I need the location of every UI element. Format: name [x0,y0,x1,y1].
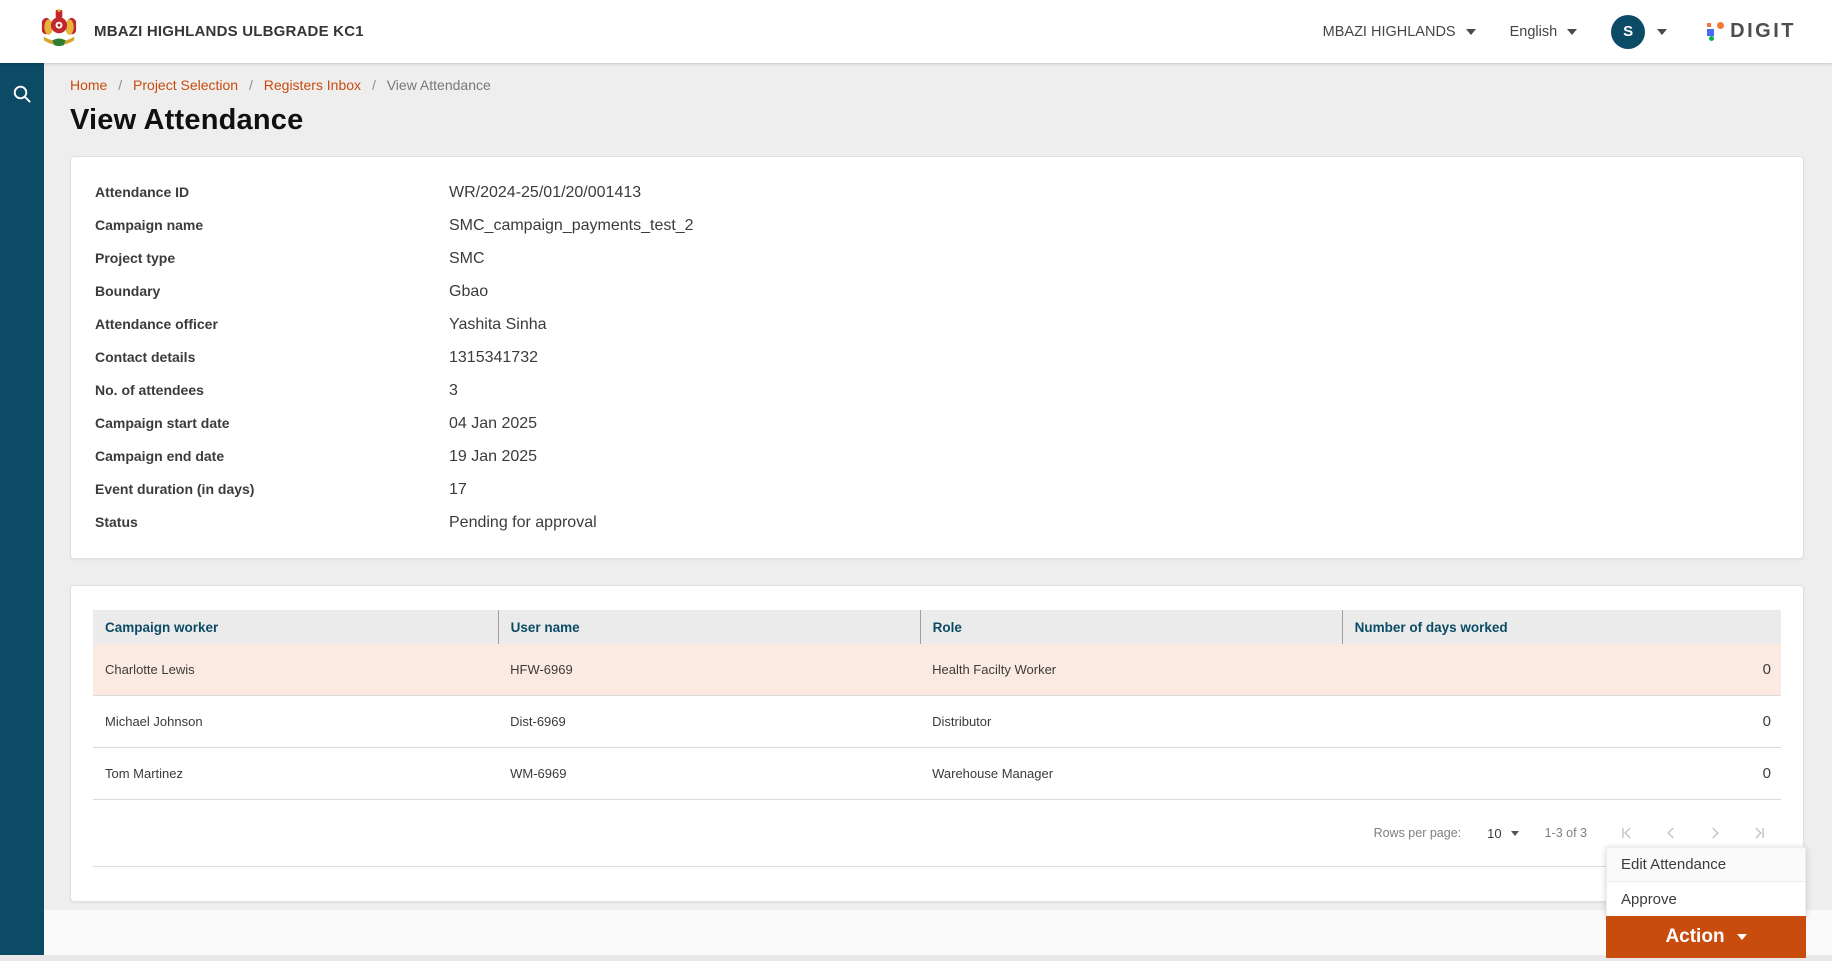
top-header: MBAZI HIGHLANDS ULBGRADE KC1 MBAZI HIGHL… [0,0,1832,63]
app-title: MBAZI HIGHLANDS ULBGRADE KC1 [94,23,364,40]
cell-username: WM-6969 [498,747,921,800]
digit-brand-logo: DIGIT [1707,20,1796,43]
cell-username: HFW-6969 [498,644,921,696]
field-no-of-attendees: No. of attendees 3 [95,375,1779,408]
city-selector[interactable]: MBAZI HIGHLANDS [1313,18,1486,46]
field-project-type: Project type SMC [95,243,1779,276]
user-menu[interactable]: S [1601,14,1677,49]
field-value: 1315341732 [449,349,538,366]
field-label: Attendance officer [95,316,218,332]
chevron-down-icon [1657,28,1668,35]
cell-role: Warehouse Manager [920,747,1343,800]
language-selector[interactable]: English [1500,18,1588,46]
digit-brand-text: DIGIT [1730,20,1796,42]
status-value: Pending for approval [449,514,597,531]
field-campaign-start-date: Campaign start date 04 Jan 2025 [95,408,1779,441]
field-campaign-end-date: Campaign end date 19 Jan 2025 [95,441,1779,474]
field-value: 3 [449,382,458,399]
field-label: Campaign name [95,217,204,233]
state-emblem-logo [40,8,78,55]
chevron-down-icon [1567,28,1578,35]
field-value: WR/2024-25/01/20/001413 [449,184,642,201]
chevron-down-icon [1736,934,1747,940]
rows-per-page-select[interactable]: 10 [1487,826,1519,841]
last-page-icon[interactable] [1749,823,1769,843]
search-icon[interactable] [11,83,33,109]
field-label: Contact details [95,349,196,365]
first-page-icon[interactable] [1617,823,1637,843]
field-value: 19 Jan 2025 [449,448,538,465]
table-row: Tom Martinez WM-6969 Warehouse Manager 0 [93,747,1781,800]
pagination-range: 1-3 of 3 [1544,826,1587,840]
cell-days: 0 [1342,644,1781,696]
field-value: Yashita Sinha [449,316,547,333]
breadcrumb-project-selection[interactable]: Project Selection [133,77,239,93]
col-header-days-worked: Number of days worked [1342,610,1781,644]
field-value: 17 [449,481,467,498]
field-boundary: Boundary Gbao [95,276,1779,309]
cell-worker: Tom Martinez [93,747,499,800]
field-label: Boundary [95,283,161,299]
rows-per-page-label: Rows per page: [1373,826,1462,840]
breadcrumb-home[interactable]: Home [70,77,108,93]
col-header-role: Role [920,610,1343,644]
table-header-row: Campaign worker User name Role Number of… [93,610,1781,644]
table-row: Charlotte Lewis HFW-6969 Health Facilty … [93,644,1781,696]
campaign-workers-table: Campaign worker User name Role Number of… [93,610,1781,867]
breadcrumb-registers-inbox[interactable]: Registers Inbox [263,77,362,93]
field-value: 04 Jan 2025 [449,415,538,432]
prev-page-icon[interactable] [1661,823,1681,843]
field-label: Project type [95,250,176,266]
field-label: Campaign start date [95,415,230,431]
field-value: SMC_campaign_payments_test_2 [449,217,694,234]
cell-days: 0 [1342,747,1781,800]
field-attendance-officer: Attendance officer Yashita Sinha [95,309,1779,342]
cell-role: Health Facilty Worker [920,644,1343,696]
footer-zone [44,910,1832,955]
page-title: View Attendance [70,104,304,136]
field-label: Campaign end date [95,448,225,464]
digit-logomark-icon [1707,22,1725,41]
cell-role: Distributor [920,695,1343,748]
cell-worker: Charlotte Lewis [93,644,499,696]
cell-days: 0 [1342,695,1781,748]
sidebar [0,63,44,955]
col-header-user-name: User name [498,610,921,644]
col-header-campaign-worker: Campaign worker [93,610,499,644]
campaign-workers-card: Campaign worker User name Role Number of… [70,585,1804,902]
field-event-duration: Event duration (in days) 17 [95,474,1779,507]
breadcrumb: Home / Project Selection / Registers Inb… [70,77,491,93]
field-label: Attendance ID [95,184,190,200]
main-content: Home / Project Selection / Registers Inb… [44,63,1832,955]
action-button[interactable]: Action [1606,916,1806,958]
menu-item-edit-attendance[interactable]: Edit Attendance [1607,848,1805,882]
chevron-down-icon [1465,28,1476,35]
field-value: SMC [449,250,485,267]
table-footer-row: Rows per page: 10 1-3 of 3 [93,799,1781,867]
horizontal-scrollbar-track[interactable] [0,955,1832,961]
field-label: Status [95,514,138,530]
chevron-down-icon [1510,830,1519,836]
field-status: Status Pending for approval [95,507,1779,540]
field-value: Gbao [449,283,489,300]
action-dropdown-menu: Edit Attendance Approve [1606,847,1806,917]
table-row: Michael Johnson Dist-6969 Distributor 0 [93,695,1781,748]
field-contact-details: Contact details 1315341732 [95,342,1779,375]
attendance-details-card: Attendance ID WR/2024-25/01/20/001413 Ca… [70,156,1804,559]
field-attendance-id: Attendance ID WR/2024-25/01/20/001413 [95,177,1779,210]
breadcrumb-current: View Attendance [386,77,491,93]
cell-username: Dist-6969 [498,695,921,748]
avatar: S [1611,14,1646,49]
next-page-icon[interactable] [1705,823,1725,843]
cell-worker: Michael Johnson [93,695,499,748]
field-campaign-name: Campaign name SMC_campaign_payments_test… [95,210,1779,243]
pagination: Rows per page: 10 1-3 of 3 [105,817,1769,849]
field-label: No. of attendees [95,382,204,398]
field-label: Event duration (in days) [95,481,255,497]
menu-item-approve[interactable]: Approve [1607,882,1805,916]
